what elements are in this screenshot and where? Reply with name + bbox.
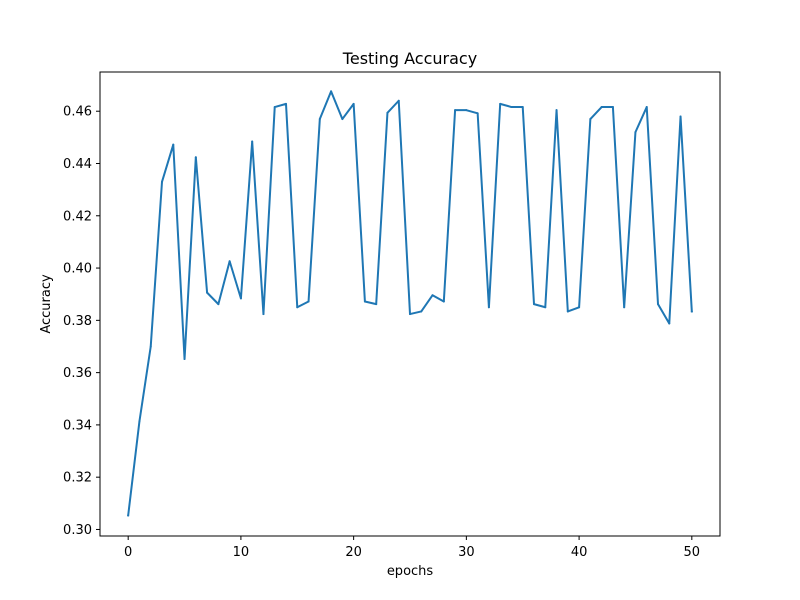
y-tick-label: 0.32 <box>63 471 92 486</box>
y-tick-label: 0.44 <box>63 157 92 172</box>
y-tick-label: 0.40 <box>63 262 92 277</box>
data-point <box>228 260 231 263</box>
data-point <box>161 180 163 183</box>
data-point <box>330 90 333 93</box>
data-point <box>172 143 175 146</box>
data-point <box>634 131 637 134</box>
data-point <box>386 111 389 114</box>
data-point <box>657 303 659 306</box>
data-point <box>183 358 186 361</box>
y-axis-ticks: 0.30 0.32 0.34 0.36 0.38 0.40 0.42 0.44 0.46 <box>63 105 100 538</box>
data-point <box>476 112 479 115</box>
series-group <box>127 90 693 517</box>
y-tick-label: 0.34 <box>63 418 92 433</box>
data-point <box>533 303 535 306</box>
data-point <box>544 306 547 309</box>
data-point <box>465 109 468 112</box>
data-point <box>318 118 321 121</box>
chart-title: Testing Accuracy <box>342 49 477 68</box>
x-tick-label: 10 <box>233 545 250 560</box>
data-point <box>510 106 513 109</box>
data-point <box>454 109 457 112</box>
data-point <box>341 118 344 121</box>
x-tick-label: 0 <box>124 545 132 560</box>
y-tick-label: 0.36 <box>63 366 92 381</box>
data-point <box>578 306 581 309</box>
data-point <box>431 294 434 297</box>
data-point <box>363 300 366 303</box>
data-point <box>566 310 569 313</box>
data-point <box>521 106 524 109</box>
x-axis-title: epochs <box>387 564 434 579</box>
data-point <box>611 106 614 109</box>
y-tick-label: 0.30 <box>63 523 92 538</box>
data-point <box>623 306 626 309</box>
data-point <box>442 300 445 303</box>
data-point <box>645 106 648 109</box>
data-point <box>307 300 310 303</box>
y-tick-label: 0.42 <box>63 209 92 224</box>
data-point <box>589 118 592 121</box>
data-point <box>262 313 265 316</box>
data-point <box>285 102 287 105</box>
data-point <box>206 291 209 294</box>
x-axis-ticks: 0 10 20 30 40 50 <box>124 536 700 560</box>
data-point <box>296 306 299 309</box>
data-point <box>409 313 411 316</box>
data-point <box>239 297 242 300</box>
data-point <box>487 306 490 309</box>
data-point <box>555 109 558 112</box>
data-point <box>600 106 603 109</box>
x-tick-label: 50 <box>684 545 701 560</box>
x-tick-label: 30 <box>458 545 475 560</box>
data-point <box>138 420 141 423</box>
series-line <box>127 90 693 517</box>
data-point <box>679 115 682 118</box>
x-tick-label: 20 <box>345 545 362 560</box>
data-point <box>690 310 693 313</box>
data-point <box>194 156 197 159</box>
data-point <box>375 303 378 306</box>
y-axis-title: Accuracy <box>39 274 54 334</box>
data-point <box>397 99 400 102</box>
x-tick-label: 40 <box>571 545 588 560</box>
data-point <box>499 102 502 105</box>
data-point <box>352 102 355 105</box>
y-tick-label: 0.46 <box>63 105 92 120</box>
data-point <box>217 303 220 306</box>
data-point <box>273 106 276 109</box>
data-point <box>251 140 254 143</box>
data-point <box>127 514 130 517</box>
data-point <box>668 322 671 325</box>
axes-frame <box>99 71 721 537</box>
y-tick-label: 0.38 <box>63 314 92 329</box>
data-point <box>149 345 152 348</box>
data-point <box>420 310 423 313</box>
